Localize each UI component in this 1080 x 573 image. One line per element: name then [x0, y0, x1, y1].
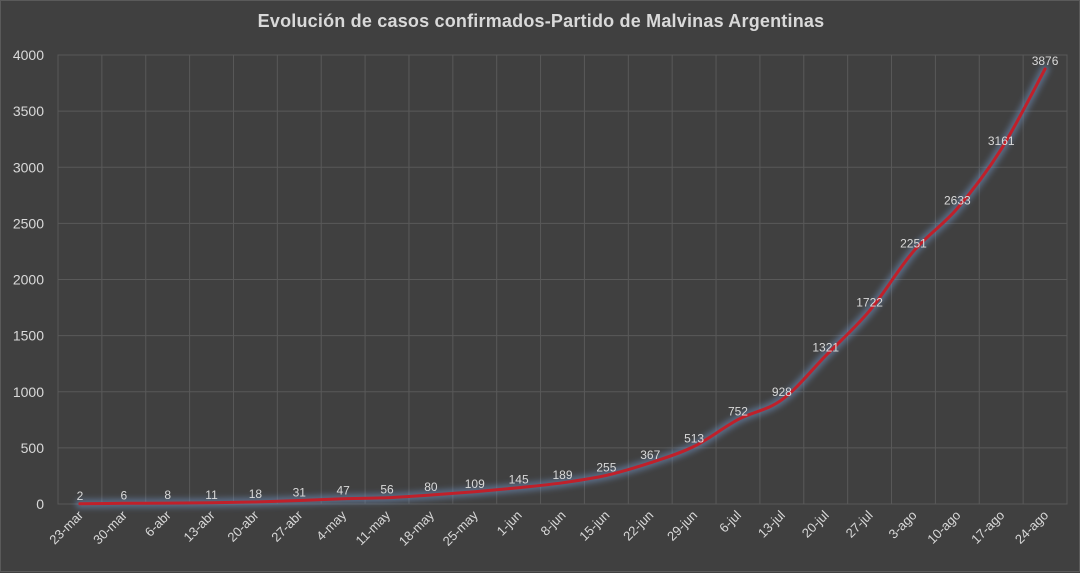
- x-tick-label: 13-jul: [755, 507, 788, 540]
- y-tick-label: 3500: [13, 103, 44, 119]
- data-label: 1321: [812, 341, 839, 355]
- x-tick-label: 22-jun: [620, 508, 656, 544]
- y-tick-label: 500: [21, 440, 45, 456]
- data-label: 255: [596, 460, 616, 474]
- data-label: 18: [249, 487, 263, 501]
- data-label: 928: [772, 385, 792, 399]
- y-tick-label: 4000: [13, 47, 44, 63]
- x-tick-label: 20-jul: [799, 507, 832, 540]
- x-tick-label: 24-ago: [1012, 508, 1051, 547]
- x-tick-label: 13-abr: [180, 507, 218, 545]
- data-label: 8: [164, 488, 171, 502]
- data-label: 367: [640, 448, 660, 462]
- data-label: 47: [336, 484, 350, 498]
- y-tick-label: 3000: [13, 159, 44, 175]
- data-label: 2251: [900, 236, 927, 250]
- x-tick-label: 17-ago: [968, 508, 1007, 547]
- y-tick-label: 2000: [13, 272, 44, 288]
- data-label: 3161: [988, 134, 1015, 148]
- data-label-layer: 2 6 8 11 18 31 47 56 80 109 145 189 255 367 513 752 928 1…: [77, 54, 1059, 503]
- data-label: 31: [293, 486, 307, 500]
- x-tick-label: 20-abr: [224, 507, 262, 545]
- chart-title: Evolución de casos confirmados-Partido d…: [257, 11, 825, 31]
- x-tick-label: 3-ago: [885, 508, 919, 542]
- data-label: 11: [205, 488, 218, 502]
- x-tick-label: 23-mar: [46, 507, 86, 547]
- y-tick-label: 0: [36, 496, 44, 512]
- x-tick-label: 10-ago: [924, 508, 963, 547]
- data-label: 109: [465, 477, 485, 491]
- data-label: 145: [509, 473, 529, 487]
- x-tick-label: 25-may: [440, 507, 482, 549]
- series-layer: [75, 64, 1050, 509]
- x-tick-label: 6-jul: [716, 507, 744, 535]
- x-tick-label: 30-mar: [90, 507, 130, 547]
- data-label: 2633: [944, 193, 971, 207]
- x-tick-label: 1-jun: [494, 508, 525, 539]
- y-tick-label: 2500: [13, 215, 44, 231]
- y-tick-label: 1500: [13, 328, 44, 344]
- x-tick-label: 4-may: [313, 507, 349, 543]
- x-tick-label: 15-jun: [576, 508, 612, 544]
- x-tick-label: 27-abr: [268, 507, 306, 545]
- data-label: 6: [120, 488, 127, 502]
- x-tick-label: 18-may: [396, 507, 438, 549]
- data-label: 2: [77, 489, 84, 503]
- data-label: 513: [684, 431, 704, 445]
- series-line: [78, 67, 1047, 506]
- x-tick-label: 8-jun: [538, 508, 569, 539]
- x-tick-label: 11-may: [353, 507, 394, 548]
- x-tick-label: 29-jun: [664, 508, 700, 544]
- grid-layer: [57, 54, 1068, 505]
- series-line-glow: [75, 64, 1050, 509]
- data-label: 752: [728, 405, 748, 419]
- data-label: 80: [424, 480, 438, 494]
- data-label: 3876: [1032, 54, 1059, 68]
- x-tick-label: 27-jul: [843, 507, 876, 540]
- data-label: 56: [380, 483, 394, 497]
- data-label: 1722: [856, 296, 883, 310]
- data-label: 189: [552, 468, 572, 482]
- y-tick-label: 1000: [13, 384, 44, 400]
- axis-layer: 0 500 1000 1500 2000 2500 3000 3500 4000 23-mar 30…: [13, 47, 1051, 549]
- x-tick-label: 6-abr: [142, 507, 175, 540]
